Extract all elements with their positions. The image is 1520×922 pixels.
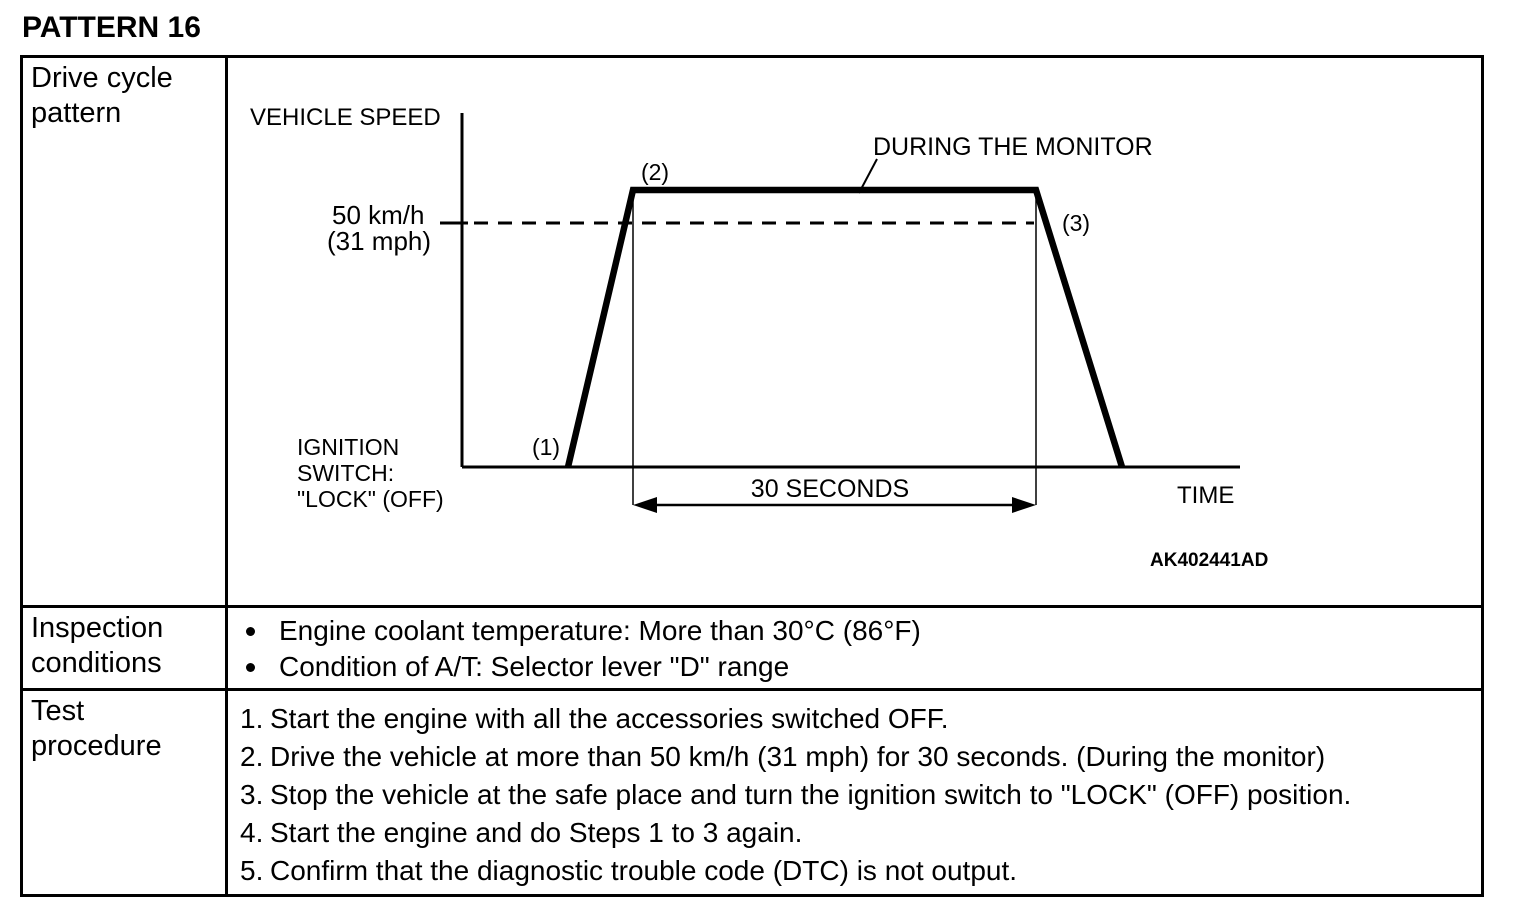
bullet-icon (246, 627, 255, 636)
procedure-step: 4. Start the engine and do Steps 1 to 3 … (228, 814, 1481, 852)
table-row-drive-cycle: Drive cycle pattern (23, 58, 1481, 605)
y-axis-label: VEHICLE SPEED (250, 104, 441, 131)
step-text: Drive the vehicle at more than 50 km/h (… (270, 741, 1326, 772)
speed-profile-line (564, 186, 1126, 468)
drive-cycle-pattern-table: Drive cycle pattern (20, 55, 1484, 897)
procedure-step: 5. Confirm that the diagnostic trouble c… (228, 852, 1481, 890)
table-row-test-procedure: Test procedure 1. Start the engine with … (23, 688, 1481, 894)
arrow-right-icon (1012, 497, 1036, 513)
condition-text: Condition of A/T: Selector lever "D" ran… (279, 651, 790, 682)
step-number: 3. (240, 779, 264, 810)
test-procedure-cell: 1. Start the engine with all the accesso… (228, 691, 1481, 894)
step-number: 4. (240, 817, 264, 848)
arrow-left-icon (633, 497, 657, 513)
condition-text: Engine coolant temperature: More than 30… (279, 615, 921, 646)
step-text: Stop the vehicle at the safe place and t… (270, 779, 1352, 810)
row-label-line: conditions (31, 647, 162, 679)
monitor-leader-line (858, 158, 878, 194)
step-number: 5. (240, 855, 264, 886)
page-title: PATTERN 16 (22, 11, 201, 44)
row-label-test-procedure: Test procedure (23, 691, 228, 894)
list-item: Engine coolant temperature: More than 30… (228, 613, 1481, 649)
point-2-label: (2) (641, 159, 669, 185)
row-label-inspection-conditions: Inspection conditions (23, 608, 228, 688)
table-row-inspection-conditions: Inspection conditions Engine coolant tem… (23, 605, 1481, 688)
ignition-label-line3: "LOCK" (OFF) (297, 486, 444, 512)
bullet-icon (246, 663, 255, 672)
row-label-line: pattern (31, 97, 122, 129)
procedure-step: 2. Drive the vehicle at more than 50 km/… (228, 738, 1481, 776)
speed-label-line1: 50 km/h (332, 200, 425, 230)
inspection-conditions-cell: Engine coolant temperature: More than 30… (228, 608, 1481, 688)
drive-cycle-chart: VEHICLE SPEED DURING THE MONITOR 50 km/h… (250, 104, 1268, 571)
drive-cycle-diagram-cell: VEHICLE SPEED DURING THE MONITOR 50 km/h… (228, 58, 1481, 605)
step-text: Start the engine and do Steps 1 to 3 aga… (270, 817, 803, 848)
speed-label-line2: (31 mph) (327, 226, 431, 256)
row-label-line: Inspection (31, 612, 164, 644)
procedure-step: 3. Stop the vehicle at the safe place an… (228, 776, 1481, 814)
ignition-label-line2: SWITCH: (297, 460, 394, 486)
point-1-label: (1) (532, 434, 560, 460)
monitor-label: DURING THE MONITOR (873, 133, 1153, 161)
row-label-line: Drive cycle (31, 62, 173, 94)
step-text: Start the engine with all the accessorie… (270, 703, 949, 734)
duration-label: 30 SECONDS (751, 475, 909, 503)
point-3-label: (3) (1062, 210, 1090, 236)
figure-code: AK402441AD (1150, 550, 1268, 571)
row-label-line: procedure (31, 730, 162, 762)
x-axis-label: TIME (1177, 482, 1234, 509)
row-label-line: Test (31, 695, 85, 727)
step-number: 1. (240, 703, 264, 734)
ignition-label-line1: IGNITION (297, 434, 399, 460)
row-label-drive-cycle: Drive cycle pattern (23, 58, 228, 605)
procedure-step: 1. Start the engine with all the accesso… (228, 700, 1481, 738)
step-number: 2. (240, 741, 264, 772)
step-text: Confirm that the diagnostic trouble code… (270, 855, 1018, 886)
list-item: Condition of A/T: Selector lever "D" ran… (228, 649, 1481, 685)
